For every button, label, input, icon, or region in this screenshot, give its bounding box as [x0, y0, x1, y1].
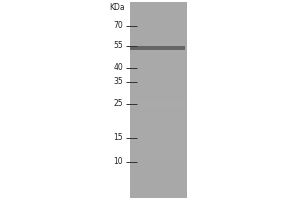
Text: 10: 10 — [113, 158, 123, 166]
Bar — [130, 35, 187, 41]
Bar — [130, 191, 187, 198]
Text: 55: 55 — [113, 42, 123, 50]
Bar — [130, 100, 187, 107]
Text: 25: 25 — [113, 99, 123, 108]
Bar — [130, 152, 187, 159]
Bar — [130, 133, 187, 139]
Bar — [130, 61, 187, 67]
Bar — [130, 48, 187, 54]
Bar — [130, 178, 187, 185]
Text: 15: 15 — [113, 134, 123, 142]
Bar — [130, 185, 187, 191]
Bar — [130, 165, 187, 172]
Bar — [130, 159, 187, 165]
Bar — [130, 54, 187, 61]
Bar — [130, 67, 187, 74]
Text: KDa: KDa — [110, 3, 125, 12]
Bar — [130, 93, 187, 100]
Bar — [130, 120, 187, 126]
Bar — [130, 22, 187, 28]
Bar — [130, 41, 187, 48]
Bar — [130, 2, 187, 9]
Bar — [130, 107, 187, 113]
Text: 35: 35 — [113, 77, 123, 86]
Bar — [130, 15, 187, 22]
Bar — [130, 146, 187, 152]
Bar — [130, 28, 187, 35]
Bar — [130, 139, 187, 146]
Bar — [130, 2, 187, 198]
Bar — [130, 9, 187, 15]
Bar — [130, 80, 187, 87]
Bar — [130, 172, 187, 178]
Bar — [130, 74, 187, 80]
Bar — [130, 113, 187, 120]
Bar — [130, 46, 185, 50]
Bar — [130, 87, 187, 93]
Text: 70: 70 — [113, 21, 123, 30]
Text: 40: 40 — [113, 64, 123, 72]
Bar — [130, 126, 187, 133]
